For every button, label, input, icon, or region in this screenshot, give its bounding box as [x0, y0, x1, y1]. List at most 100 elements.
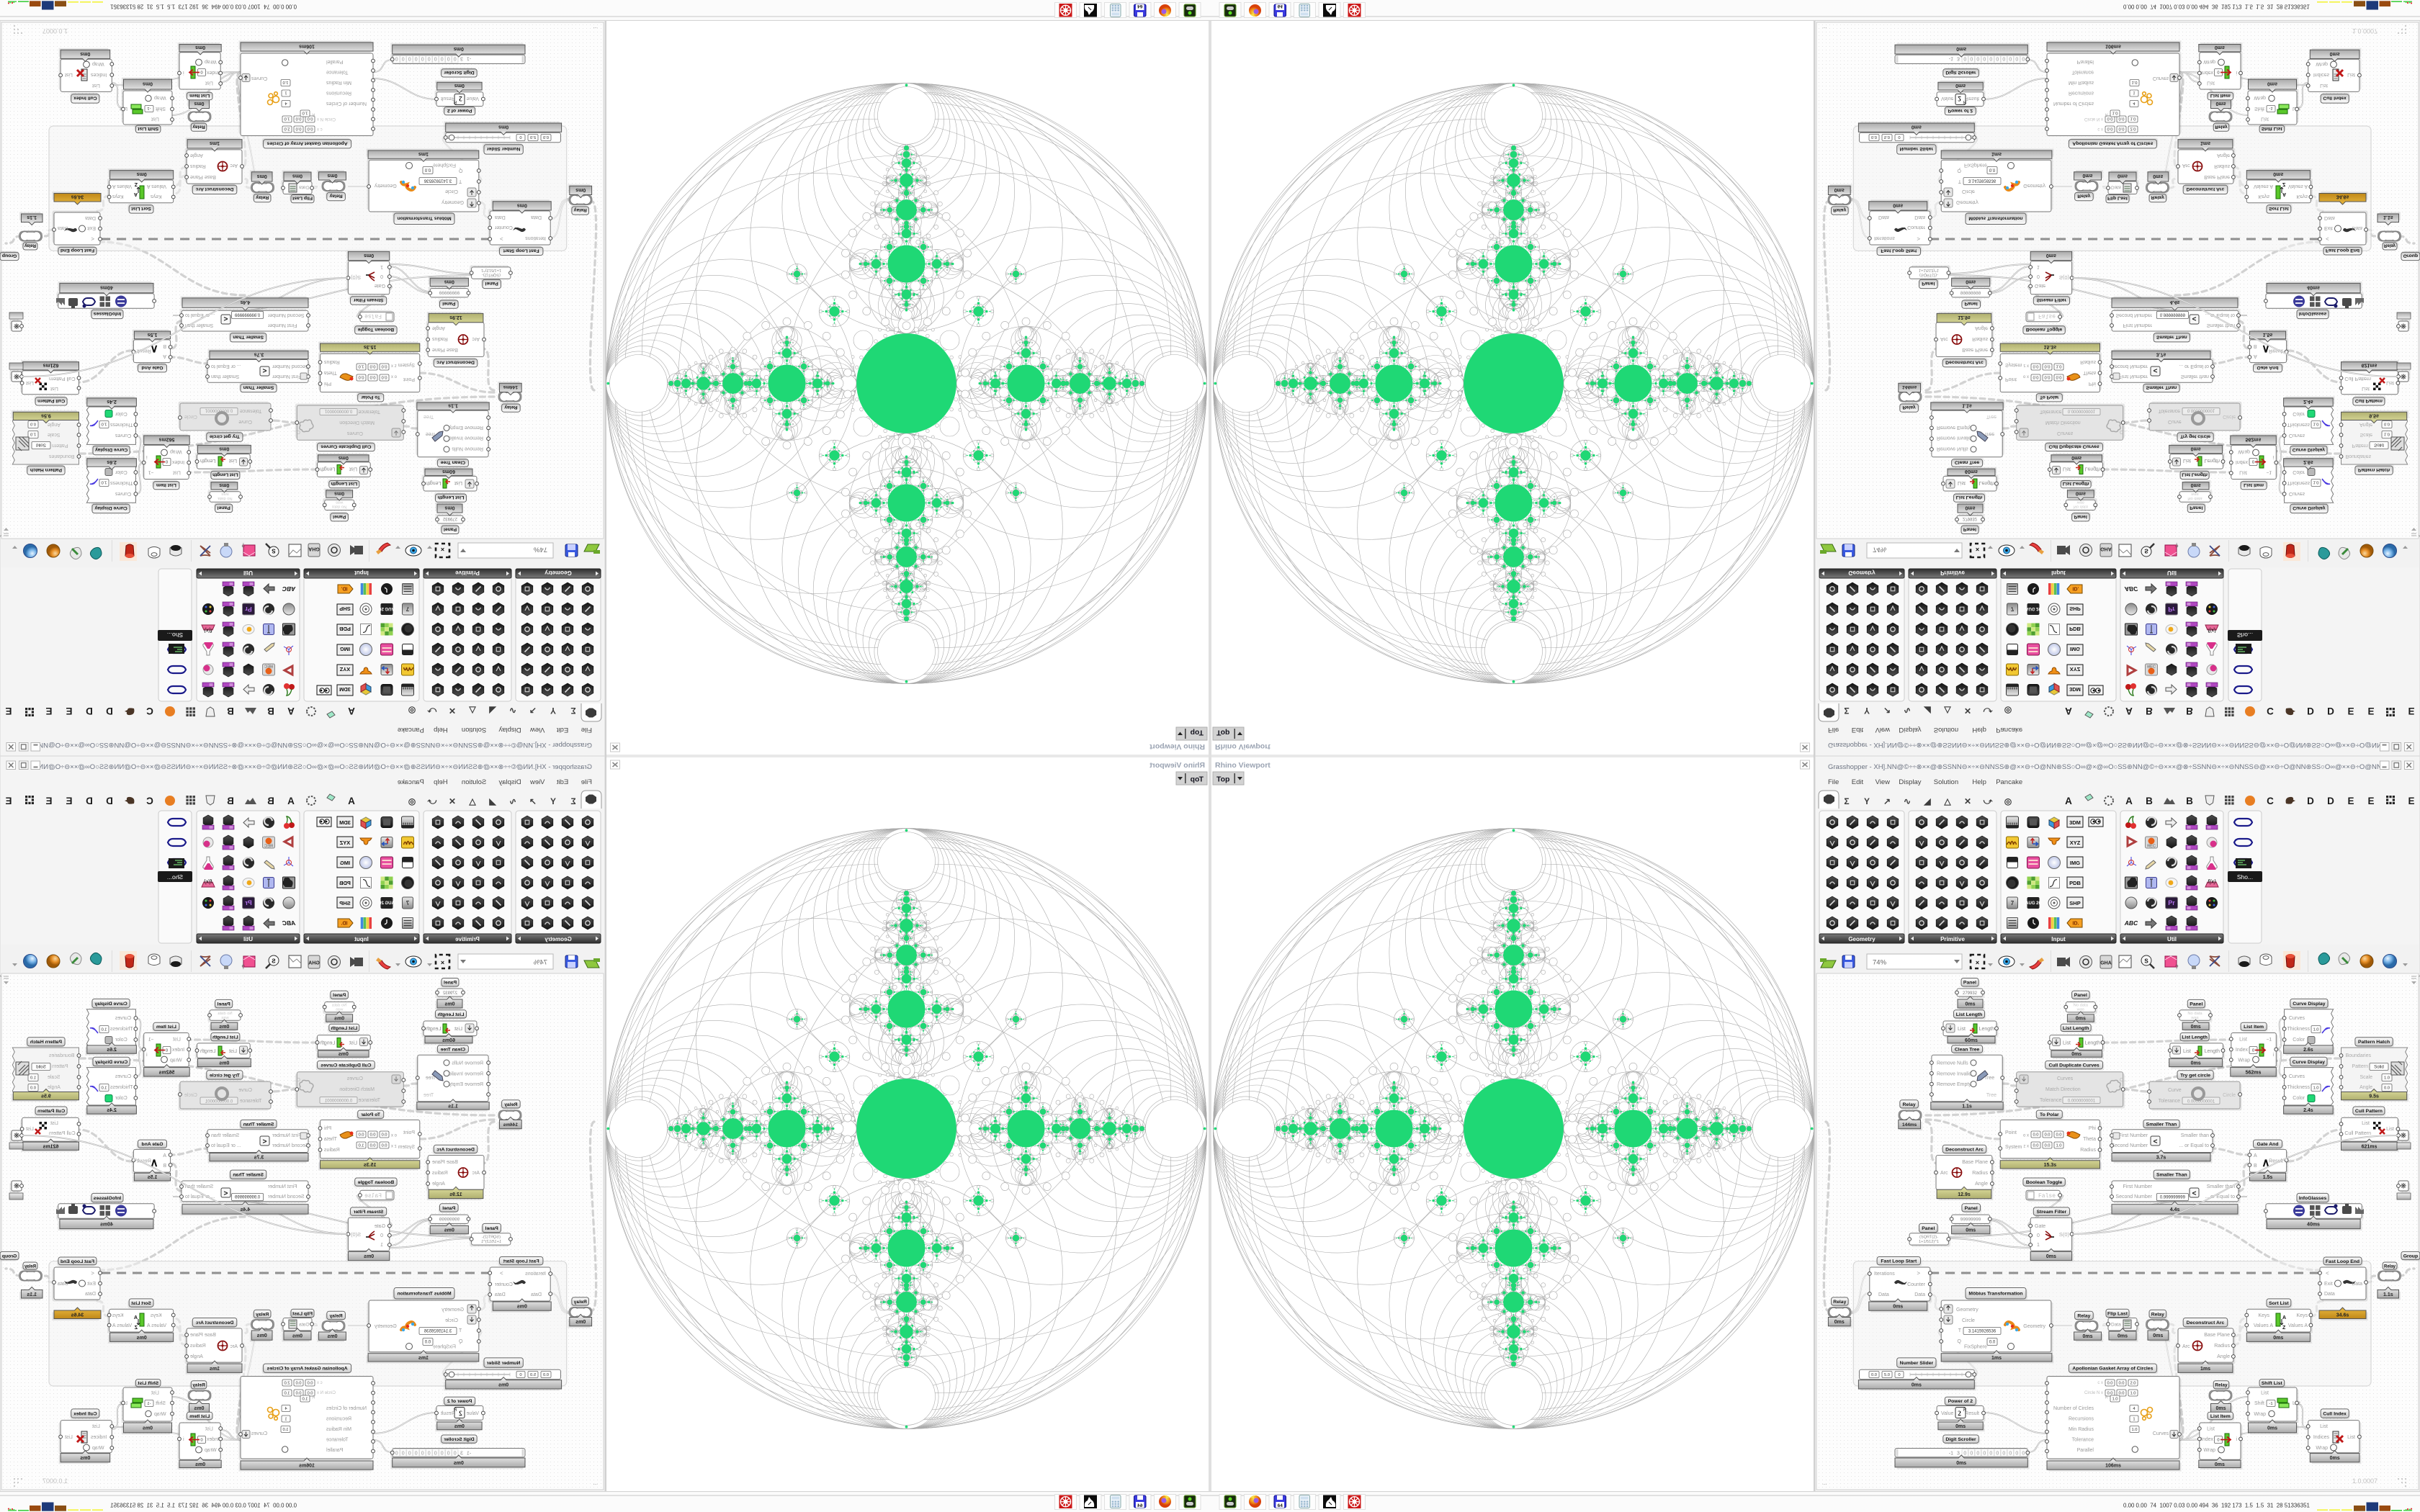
svg-text:Curve Display: Curve Display: [2293, 1002, 2326, 1007]
svg-text:First Number: First Number: [2119, 1133, 2148, 1138]
svg-text:False: False: [2038, 1193, 2056, 1200]
svg-text:Clean Tree: Clean Tree: [1955, 1048, 1980, 1053]
svg-text:Scale: Scale: [2360, 1075, 2372, 1080]
svg-text:Second Number: Second Number: [2111, 1143, 2148, 1148]
svg-text:B: B: [2146, 796, 2153, 806]
svg-text:Panel: Panel: [1965, 1206, 1978, 1211]
svg-text:Iterations: Iterations: [1874, 1272, 1895, 1277]
svg-text:Cull Pattern: Cull Pattern: [2344, 1131, 2371, 1136]
svg-text:1: 1: [2133, 1418, 2135, 1422]
svg-text:Data: Data: [1914, 1292, 1925, 1297]
svg-text:ID.: ID.: [2073, 922, 2079, 927]
svg-text:Pattern Hatch: Pattern Hatch: [2358, 1040, 2390, 1045]
svg-text:?: ?: [2175, 964, 2179, 971]
svg-text:Data: Data: [2111, 1323, 2121, 1328]
svg-text:Sho...: Sho...: [2237, 873, 2253, 881]
svg-text:Tree: Tree: [1986, 1093, 1996, 1098]
svg-text:0: 0: [2015, 1452, 2018, 1457]
svg-text:Pancake: Pancake: [1996, 778, 2022, 786]
svg-text:Index: Index: [2201, 1437, 2214, 1442]
svg-text:Input: Input: [2051, 936, 2066, 942]
svg-text:Circle N x: Circle N x: [2084, 1391, 2103, 1395]
svg-text:Edit: Edit: [1852, 778, 1864, 786]
svg-text:Radius: Radius: [2214, 1344, 2230, 1349]
svg-text:Base Plane: Base Plane: [1962, 1160, 1988, 1165]
svg-text:List Item: List Item: [2244, 1025, 2264, 1030]
svg-text:0.0000000001: 0.0000000001: [2068, 1099, 2096, 1104]
svg-text:Relay: Relay: [2384, 1264, 2396, 1269]
svg-text:0: 0: [1898, 1373, 1900, 1377]
svg-text:List: List: [2207, 1427, 2215, 1432]
svg-text:0ms: 0ms: [2082, 1334, 2092, 1339]
svg-text:List: List: [1958, 1027, 1966, 1032]
svg-text:64: 64: [1278, 1503, 1283, 1508]
svg-text:Geometry: Geometry: [2023, 1324, 2045, 1329]
svg-text:Digit Scroller: Digit Scroller: [1945, 1437, 1976, 1442]
svg-text:279932: 279932: [1963, 991, 1978, 996]
svg-text:Help: Help: [1972, 778, 1986, 786]
svg-text:Try get circle: Try get circle: [2180, 1073, 2210, 1078]
svg-text:Fast Loop Start: Fast Loop Start: [1881, 1259, 1917, 1264]
svg-text:15.3s: 15.3s: [2044, 1163, 2057, 1168]
svg-text:Circle: Circle: [2223, 1093, 2236, 1098]
svg-text:Number Slider: Number Slider: [1900, 1361, 1934, 1366]
svg-text:D: D: [2327, 796, 2334, 806]
svg-text:0.999999999: 0.999999999: [2160, 1196, 2186, 1200]
svg-text:Fast Loop End: Fast Loop End: [2326, 1259, 2360, 1264]
svg-text:3.7s: 3.7s: [2156, 1156, 2166, 1161]
svg-text:621ms: 621ms: [2362, 1144, 2378, 1149]
svg-text:Keys: Keys: [2258, 1313, 2269, 1318]
svg-text:1.1s: 1.1s: [2383, 1292, 2393, 1297]
svg-text:Length: Length: [2205, 1049, 2220, 1054]
svg-text:Solid: Solid: [2374, 1065, 2384, 1070]
svg-text:Grasshopper - XH].NN@©÷÷⊗××@⊕S: Grasshopper - XH].NN@©÷÷⊗××@⊕SSNN⊖×÷×⊖NN…: [1828, 763, 2383, 771]
svg-text:Angle: Angle: [1975, 1182, 1988, 1187]
svg-text:Data: Data: [2352, 1282, 2362, 1287]
svg-text:Rhino Viewport: Rhino Viewport: [1215, 761, 1270, 770]
svg-text:Apollonian Gasket Array of Cir: Apollonian Gasket Array of Circles: [2072, 1367, 2153, 1372]
svg-text:5.0: 5.0: [1884, 1373, 1890, 1377]
svg-text:Indices: Indices: [2313, 1435, 2330, 1440]
svg-text:<: <: [2326, 1270, 2329, 1277]
svg-text:List: List: [2320, 1424, 2328, 1429]
svg-text:Relay: Relay: [2215, 1383, 2228, 1388]
svg-text:Group: Group: [2403, 1254, 2418, 1259]
svg-text:Color: Color: [2293, 1038, 2305, 1043]
svg-text:0.0000000001: 0.0000000001: [2187, 1100, 2215, 1104]
svg-text:Wrap: Wrap: [2238, 1058, 2250, 1063]
svg-text:Remove Invalid: Remove Invalid: [1937, 1071, 1971, 1076]
svg-text:0: 0: [1970, 1452, 1973, 1457]
svg-text:0: 0: [1996, 1452, 1999, 1457]
svg-text:∿: ∿: [1904, 796, 1911, 806]
svg-text:Index: Index: [2236, 1048, 2249, 1053]
svg-text:Color: Color: [2293, 1096, 2305, 1101]
svg-text:SHP: SHP: [2069, 900, 2080, 906]
svg-text:Curves: Curves: [2289, 1016, 2305, 1021]
svg-text:Boundaries: Boundaries: [2346, 1053, 2372, 1058]
svg-text:...: ...: [1822, 1480, 1827, 1486]
svg-text:Σ: Σ: [1844, 796, 1849, 806]
svg-text:0.0: 0.0: [2044, 1144, 2050, 1148]
svg-text:0ms: 0ms: [2071, 1052, 2081, 1057]
svg-text:InfoGlasses: InfoGlasses: [2299, 1196, 2327, 1201]
svg-text:List: List: [2347, 1435, 2355, 1440]
svg-text:1.1s: 1.1s: [1962, 1104, 1972, 1110]
svg-text:was: was: [2190, 1016, 2198, 1020]
svg-text:Values A: Values A: [2288, 1323, 2308, 1328]
svg-text:Min Radius: Min Radius: [2069, 1427, 2094, 1432]
svg-text:1.5s: 1.5s: [2263, 1175, 2273, 1180]
svg-text:7: 7: [2011, 900, 2015, 906]
svg-text:Tolerance: Tolerance: [2040, 1098, 2061, 1103]
svg-text:Cull Index: Cull Index: [2323, 1412, 2347, 1417]
svg-text:Pattern: Pattern: [2352, 1064, 2368, 1069]
svg-text:0: 0: [2252, 1049, 2254, 1053]
svg-text:Curves: Curves: [2153, 1431, 2169, 1436]
svg-text:Result: Result: [1965, 1411, 1979, 1416]
svg-text:0ms: 0ms: [1912, 1382, 1922, 1387]
svg-text:Top: Top: [1216, 775, 1229, 784]
svg-text:◢: ◢: [1923, 796, 1931, 806]
svg-text:Gate And: Gate And: [2257, 1142, 2279, 1147]
svg-text:FixSphere: FixSphere: [1964, 1345, 1987, 1350]
svg-text:1.0: 1.0: [2056, 1144, 2061, 1148]
svg-text:A: A: [2254, 1153, 2257, 1158]
